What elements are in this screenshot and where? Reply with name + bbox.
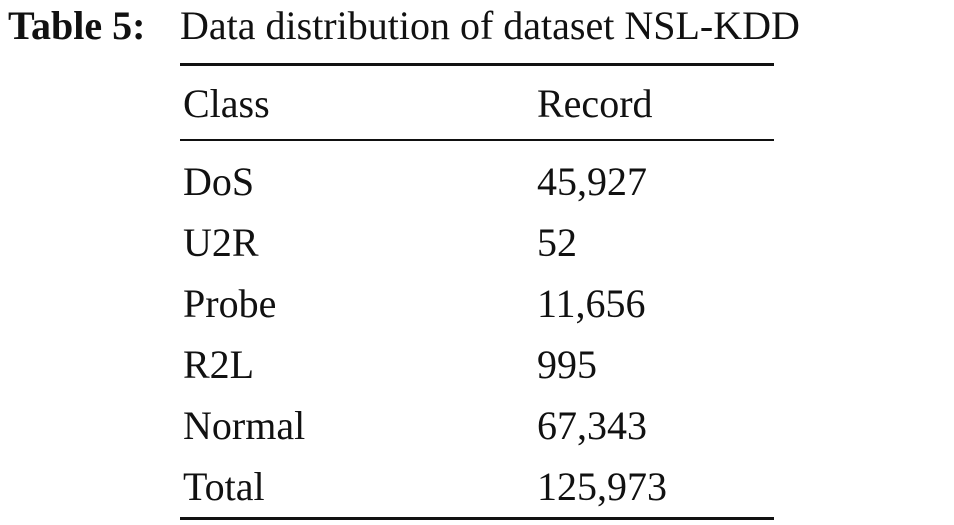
table-cell: R2L [183, 342, 255, 387]
table-cell: U2R [183, 220, 259, 265]
table-cell: 52 [537, 220, 577, 265]
table-cell: DoS [183, 159, 255, 204]
caption-label: Table 5: [8, 3, 146, 48]
table-cell: 125,973 [537, 464, 667, 509]
table-cell: Normal [183, 403, 306, 448]
table-cell: 11,656 [537, 281, 646, 326]
mid-rule [180, 139, 774, 141]
bottom-rule [180, 517, 774, 520]
top-rule [180, 63, 774, 66]
table-cell: Total [183, 464, 265, 509]
table-cell: Probe [183, 281, 277, 326]
table-cell: 995 [537, 342, 597, 387]
header-cell: Record [537, 81, 653, 126]
header-cell: Class [183, 81, 270, 126]
table-cell: 67,343 [537, 403, 647, 448]
caption-text: Data distribution of dataset NSL-KDD [180, 3, 800, 48]
table-cell: 45,927 [537, 159, 647, 204]
